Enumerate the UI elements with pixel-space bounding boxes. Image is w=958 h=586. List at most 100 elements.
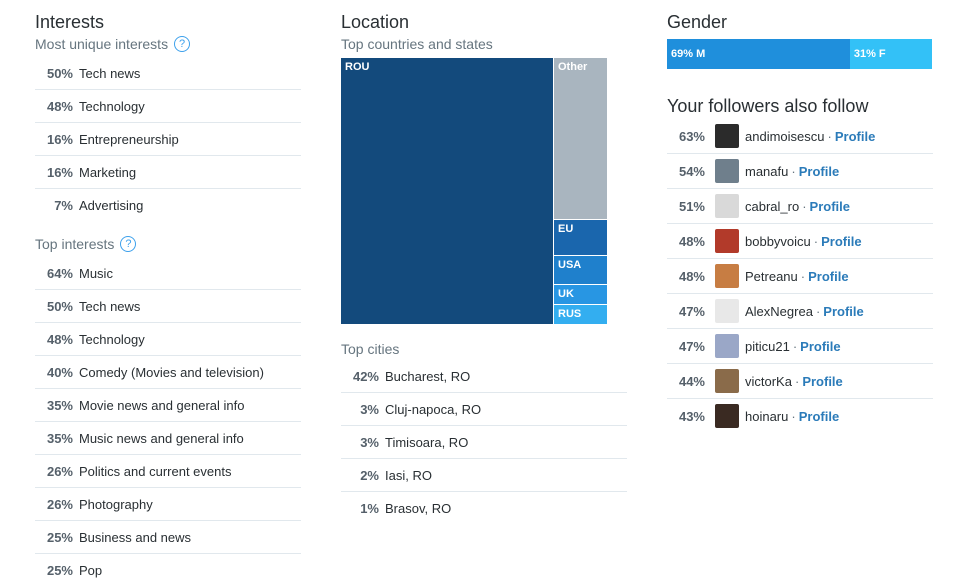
percent-value: 7% [54,197,73,213]
account-name: Petreanu [745,268,798,284]
countries-treemap: ROU Other EU USA UK RUS [341,58,607,324]
percent-value: 47% [678,303,705,319]
help-icon[interactable]: ? [174,36,191,52]
treemap-cell-rus[interactable]: RUS [553,304,607,324]
unique-interest-row: 16% Marketing [35,156,301,189]
city-row: 1% Brasov, RO [341,492,627,524]
follower-row: 47% piticu21 · Profile [667,329,933,364]
item-label: Iasi, RO [385,467,432,483]
percent-value: 35% [46,397,73,413]
avatar[interactable] [715,229,739,253]
profile-link[interactable]: Profile [798,408,840,424]
gender-title: Gender [667,12,728,32]
unique-interest-row: 48% Technology [35,90,301,123]
item-label: Timisoara, RO [385,434,469,450]
avatar[interactable] [715,299,739,323]
top-interest-row: 35% Movie news and general info [35,389,301,422]
account-name: hoinaru [745,408,789,424]
percent-value: 48% [678,268,705,284]
percent-value: 40% [46,364,73,380]
unique-interest-row: 7% Advertising [35,189,301,221]
treemap-cell-uk[interactable]: UK [553,284,607,304]
profile-link[interactable]: Profile [834,128,876,144]
item-label: Politics and current events [79,463,232,479]
profile-link[interactable]: Profile [802,373,843,389]
follower-row: 44% victorKa · Profile [667,364,933,399]
profile-link[interactable]: Profile [809,198,851,214]
percent-value: 1% [360,500,379,516]
item-label: Cluj-napoca, RO [385,401,482,417]
follower-row: 54% manafu · Profile [667,154,933,189]
followers-title: Your followers also follow [667,96,869,116]
gender-female-segment: 31% F [849,39,932,69]
avatar[interactable] [715,404,739,428]
percent-value: 2% [360,467,379,483]
account-name: andimoisescu [745,128,825,144]
avatar[interactable] [715,264,739,288]
top-interest-row: 48% Technology [35,323,301,356]
top-interests-list: 64% Music 50% Tech news 48% Technology 40% Come… [35,257,301,586]
item-label: Music news and general info [79,430,244,446]
profile-link[interactable]: Profile [808,268,849,284]
profile-link[interactable]: Profile [798,163,840,179]
treemap-cell-eu[interactable]: EU [553,219,607,255]
city-row: 3% Cluj-napoca, RO [341,393,627,426]
unique-interest-row: 16% Entrepreneurship [35,123,301,156]
separator-dot: · [800,268,806,284]
help-icon[interactable]: ? [120,236,137,252]
separator-dot: · [794,373,800,389]
top-interests-label: Top interests [35,236,115,252]
percent-value: 44% [678,373,705,389]
most-unique-subtitle: Most unique interests ? [35,35,301,53]
percent-value: 16% [46,164,73,180]
interests-column: Interests Most unique interests ? 50% Tec… [35,0,301,586]
percent-value: 3% [360,434,379,450]
top-interest-row: 26% Photography [35,488,301,521]
percent-value: 48% [46,98,73,114]
unique-interests-list: 50% Tech news 48% Technology 16% Entrepreneur… [35,57,301,221]
item-label: Tech news [79,298,141,314]
separator-dot: · [813,233,819,249]
percent-value: 50% [46,65,73,81]
top-interest-row: 64% Music [35,257,301,290]
top-interest-row: 35% Music news and general info [35,422,301,455]
profile-link[interactable]: Profile [821,233,862,249]
item-label: Pop [79,562,103,578]
profile-link[interactable]: Profile [823,303,864,319]
account-name: AlexNegrea [745,303,813,319]
gender-column: Gender 69% M 31% F Your followers also f… [667,0,933,433]
separator-dot: · [791,408,796,424]
unique-interest-row: 50% Tech news [35,57,301,90]
percent-value: 48% [678,233,705,249]
interests-title: Interests [35,12,105,32]
gender-male-segment: 69% M [667,39,850,69]
treemap-cell-usa[interactable]: USA [553,255,607,284]
item-label: Photography [79,496,153,512]
item-label: Tech news [79,65,141,81]
top-interest-row: 25% Pop [35,554,301,586]
avatar[interactable] [715,194,739,218]
avatar[interactable] [715,159,739,183]
item-label: Music [79,265,113,281]
account-name: bobbyvoicu [745,233,811,249]
avatar[interactable] [715,369,739,393]
profile-link[interactable]: Profile [800,338,841,354]
separator-dot: · [791,163,796,179]
item-label: Technology [79,98,145,114]
follower-row: 47% AlexNegrea · Profile [667,294,933,329]
follower-row: 48% bobbyvoicu · Profile [667,224,933,259]
treemap-cell-other[interactable]: Other [553,58,607,219]
percent-value: 26% [46,463,73,479]
treemap-cell-rou[interactable]: ROU [341,58,553,324]
countries-subtitle: Top countries and states [341,36,493,52]
avatar[interactable] [715,124,739,148]
item-label: Technology [79,331,145,347]
top-interest-row: 25% Business and news [35,521,301,554]
avatar[interactable] [715,334,739,358]
top-interest-row: 40% Comedy (Movies and television) [35,356,301,389]
location-title: Location [341,12,410,32]
percent-value: 48% [46,331,73,347]
followers-list: 63% andimoisescu · Profile 54% manafu · Profile… [667,119,933,433]
account-name: piticu21 [745,338,790,354]
separator-dot: · [815,303,821,319]
